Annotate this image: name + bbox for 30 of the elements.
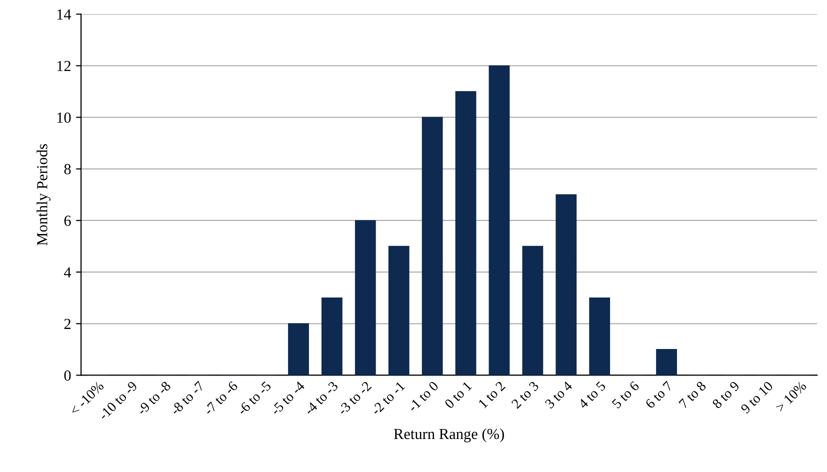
y-axis-title: Monthly Periods <box>36 144 50 246</box>
x-tick-label: -4 to -3 <box>304 380 338 416</box>
x-tick-label: 6 to 7 <box>644 380 674 409</box>
x-tick-label: 0 to 1 <box>444 380 472 410</box>
x-tick-label: -7 to -6 <box>203 380 238 416</box>
x-tick-label: 2 to 3 <box>511 380 540 409</box>
y-tick-label: 4 <box>64 267 72 278</box>
y-tick-label: 14 <box>57 9 72 20</box>
y-tick-label: 8 <box>64 164 71 174</box>
x-tick-label: -8 to -7 <box>170 380 205 416</box>
y-tick-label: 12 <box>57 60 70 72</box>
x-tick-label: -1 to 0 <box>407 380 439 412</box>
x-tick-label: 7 to 8 <box>678 380 707 409</box>
y-tick-label: 2 <box>64 318 70 329</box>
x-tick-label: -3 to -2 <box>337 380 372 416</box>
x-tick-label: 5 to 6 <box>612 380 640 409</box>
x-tick-label: -9 to -8 <box>136 380 172 416</box>
x-tick-label: 1 to 2 <box>478 380 506 409</box>
x-tick-label: 8 to 9 <box>712 380 740 410</box>
x-tick-label: 4 to 5 <box>578 380 606 410</box>
y-tick-label: 6 <box>64 216 71 226</box>
x-tick-label: -6 to -5 <box>236 380 272 416</box>
y-tick-label: 10 <box>57 112 71 123</box>
x-axis-title: Return Range (%) <box>394 428 504 442</box>
x-tick-label: -5 to -4 <box>270 380 306 416</box>
y-tick-label: 0 <box>64 370 71 381</box>
x-tick-label: > 10% <box>775 380 807 413</box>
x-tick-label: 3 to 4 <box>544 380 573 409</box>
x-tick-label: -2 to -1 <box>370 381 406 416</box>
x-tick-label: 9 to 10 <box>740 380 774 414</box>
